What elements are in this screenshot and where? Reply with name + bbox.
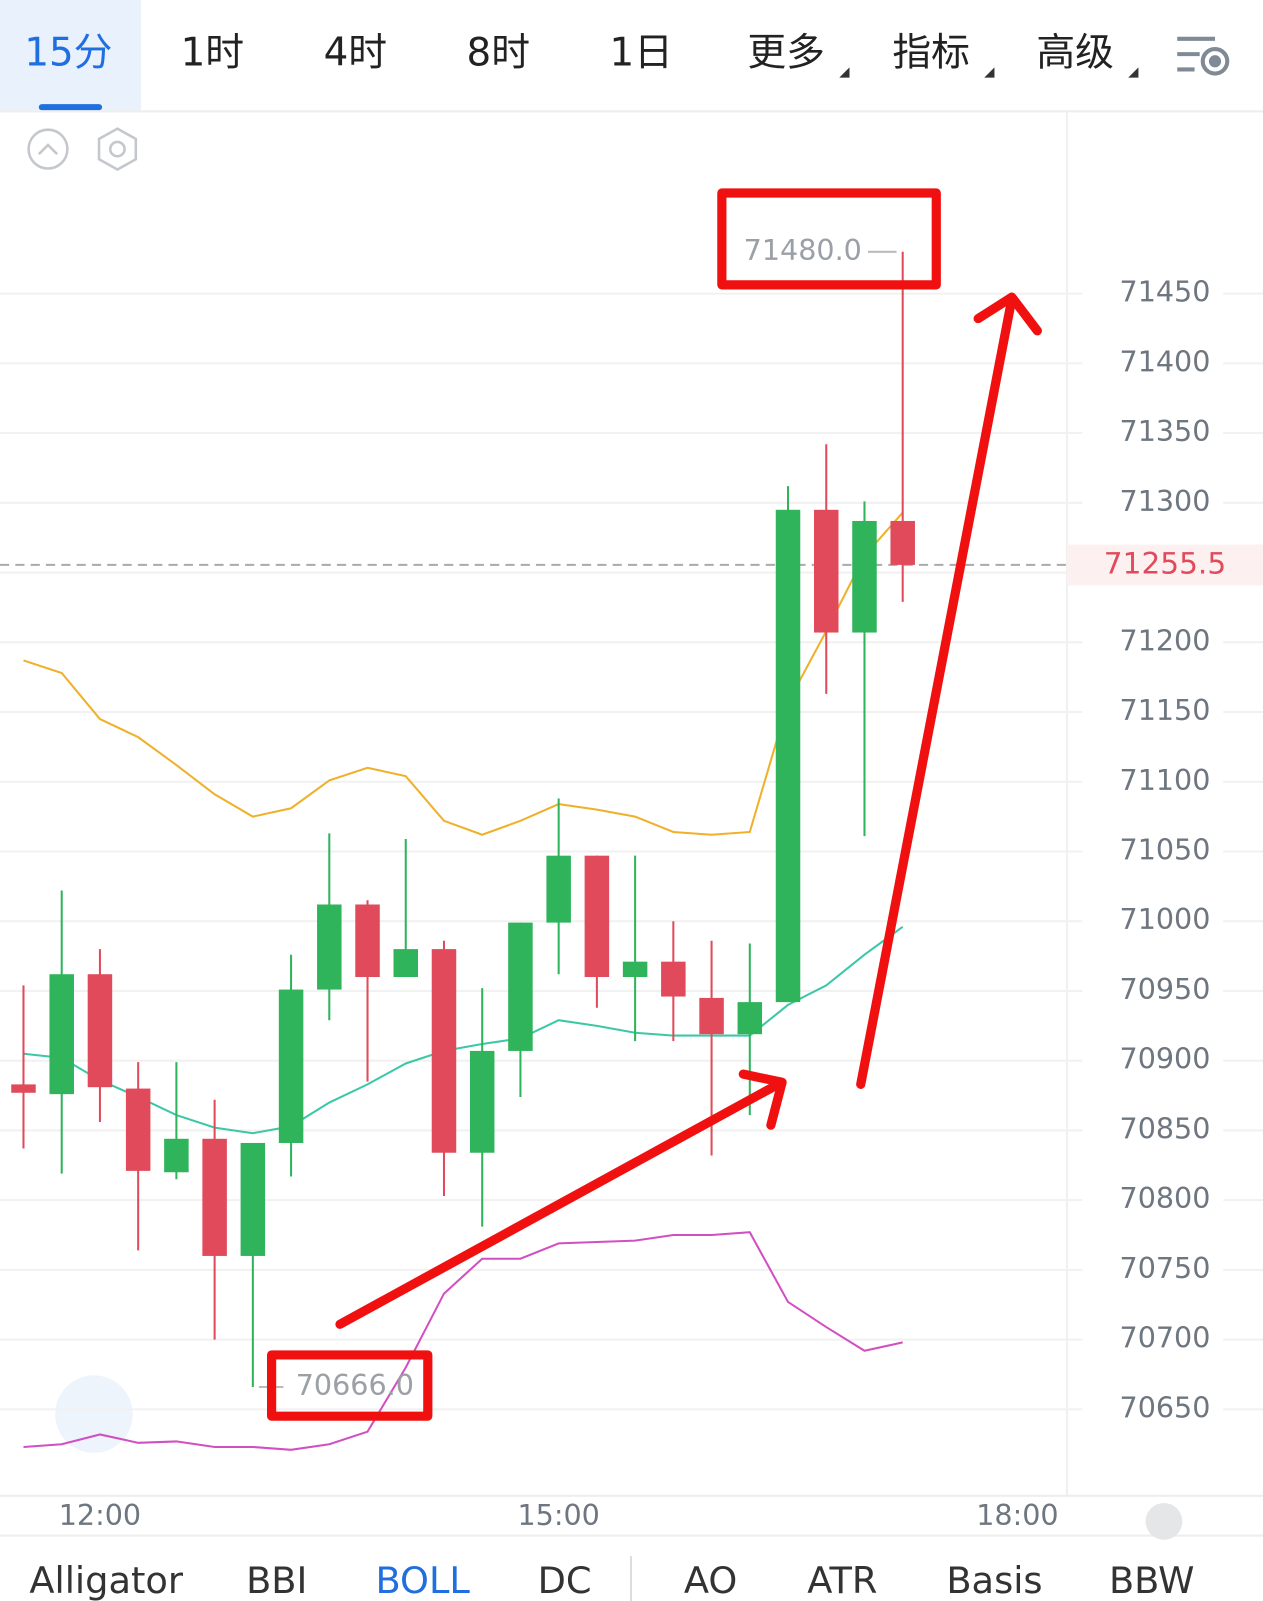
dropdown-caret bbox=[839, 67, 850, 78]
timeframe-tab[interactable]: 15分 bbox=[24, 31, 112, 76]
candle-body bbox=[240, 1142, 266, 1256]
active-tab-bg bbox=[0, 0, 141, 111]
y-tick-label: 71450 bbox=[1120, 275, 1211, 309]
y-tick-label: 71400 bbox=[1120, 344, 1211, 378]
timeframe-tab[interactable]: 高级 bbox=[1036, 31, 1114, 76]
indicator-tab[interactable]: BBI bbox=[246, 1559, 307, 1601]
y-tick-label: 70700 bbox=[1120, 1321, 1211, 1355]
y-tick-label: 70650 bbox=[1120, 1390, 1211, 1424]
highlight-box bbox=[266, 1350, 433, 1421]
x-tick-label: 15:00 bbox=[517, 1498, 599, 1532]
candle-body bbox=[431, 949, 457, 1153]
min-label: 70666.0 bbox=[296, 1368, 414, 1402]
fullscreen-button[interactable] bbox=[55, 1375, 133, 1453]
timeframe-tab[interactable]: 1日 bbox=[609, 31, 672, 76]
y-tick-label: 71350 bbox=[1120, 414, 1211, 448]
candle-body bbox=[775, 509, 801, 1003]
candle-body bbox=[87, 974, 113, 1088]
y-tick-label: 71300 bbox=[1120, 484, 1211, 518]
candle-body bbox=[125, 1088, 151, 1171]
y-tick-label: 71150 bbox=[1120, 693, 1211, 727]
candle-body bbox=[278, 989, 304, 1143]
indicator-tab[interactable]: BOLL bbox=[375, 1559, 470, 1601]
candle-body bbox=[852, 520, 877, 633]
candle-body bbox=[49, 974, 74, 1095]
highlight-box bbox=[717, 188, 941, 290]
candle-body bbox=[164, 1138, 189, 1173]
timeframe-tab[interactable]: 更多 bbox=[747, 31, 825, 76]
x-tick-label: 12:00 bbox=[59, 1498, 141, 1532]
candle-body bbox=[202, 1138, 227, 1256]
settings-icon[interactable] bbox=[1177, 36, 1230, 76]
candle-body bbox=[508, 922, 533, 1051]
y-tick-label: 71050 bbox=[1120, 832, 1211, 866]
candle-body bbox=[737, 1002, 763, 1035]
plot: 70650 70700 70750 70800 70850 70900 70950 71000… bbox=[0, 233, 1263, 1532]
max-label: 71480.0 bbox=[744, 233, 862, 267]
boll-band-line bbox=[23, 511, 904, 836]
y-tick-label: 70750 bbox=[1120, 1251, 1211, 1285]
timeframe-tab[interactable]: 4时 bbox=[324, 31, 387, 76]
y-tick-label: 71100 bbox=[1120, 763, 1211, 797]
candle-body bbox=[584, 855, 610, 978]
candle-body bbox=[317, 904, 342, 990]
active-tab-indicator bbox=[38, 104, 103, 111]
candle-body bbox=[11, 1084, 36, 1093]
arrow-head bbox=[973, 292, 1042, 336]
chart-tools[interactable] bbox=[27, 127, 138, 171]
candle-body bbox=[813, 509, 839, 633]
dropdown-caret bbox=[1128, 67, 1139, 78]
y-tick-label: 71200 bbox=[1120, 623, 1211, 657]
indicator-tab[interactable]: Alligator bbox=[29, 1559, 184, 1601]
y-tick-label: 70950 bbox=[1120, 972, 1211, 1006]
boll-band-line bbox=[23, 1231, 903, 1451]
annotation-overlay bbox=[266, 188, 1042, 1421]
y-tick-label: 71000 bbox=[1120, 902, 1211, 936]
y-tick-label: 70850 bbox=[1120, 1111, 1211, 1145]
candle-body bbox=[469, 1050, 495, 1153]
current-price-label: 71255.5 bbox=[1104, 546, 1226, 580]
indicator-tab[interactable]: BBW bbox=[1109, 1559, 1194, 1601]
indicator-tab[interactable]: Basis bbox=[946, 1559, 1042, 1601]
scroll-end-button[interactable] bbox=[1145, 1502, 1183, 1540]
timeframe-tab[interactable]: 8时 bbox=[467, 31, 530, 76]
arrow bbox=[856, 299, 1016, 1089]
candle-body bbox=[890, 520, 915, 565]
indicator-tab[interactable]: DC bbox=[538, 1559, 592, 1601]
arrow bbox=[335, 1079, 783, 1329]
dropdown-caret bbox=[984, 67, 995, 78]
current-price-bg bbox=[1066, 544, 1263, 586]
candle-body bbox=[699, 997, 724, 1035]
arrow-head bbox=[738, 1069, 787, 1130]
y-tick-label: 70900 bbox=[1120, 1042, 1211, 1076]
y-tick-label: 70800 bbox=[1120, 1181, 1211, 1215]
timeframe-tab[interactable]: 1时 bbox=[181, 31, 244, 76]
timeframe-tab[interactable]: 指标 bbox=[892, 31, 970, 76]
candle-body bbox=[546, 855, 571, 923]
candle-body bbox=[661, 961, 686, 997]
x-tick-label: 18:00 bbox=[976, 1498, 1058, 1532]
candle-body bbox=[393, 949, 419, 978]
indicator-tab[interactable]: AO bbox=[684, 1559, 737, 1601]
candle-body bbox=[622, 961, 648, 978]
indicator-tab[interactable]: ATR bbox=[807, 1559, 877, 1601]
candle-body bbox=[355, 904, 380, 978]
